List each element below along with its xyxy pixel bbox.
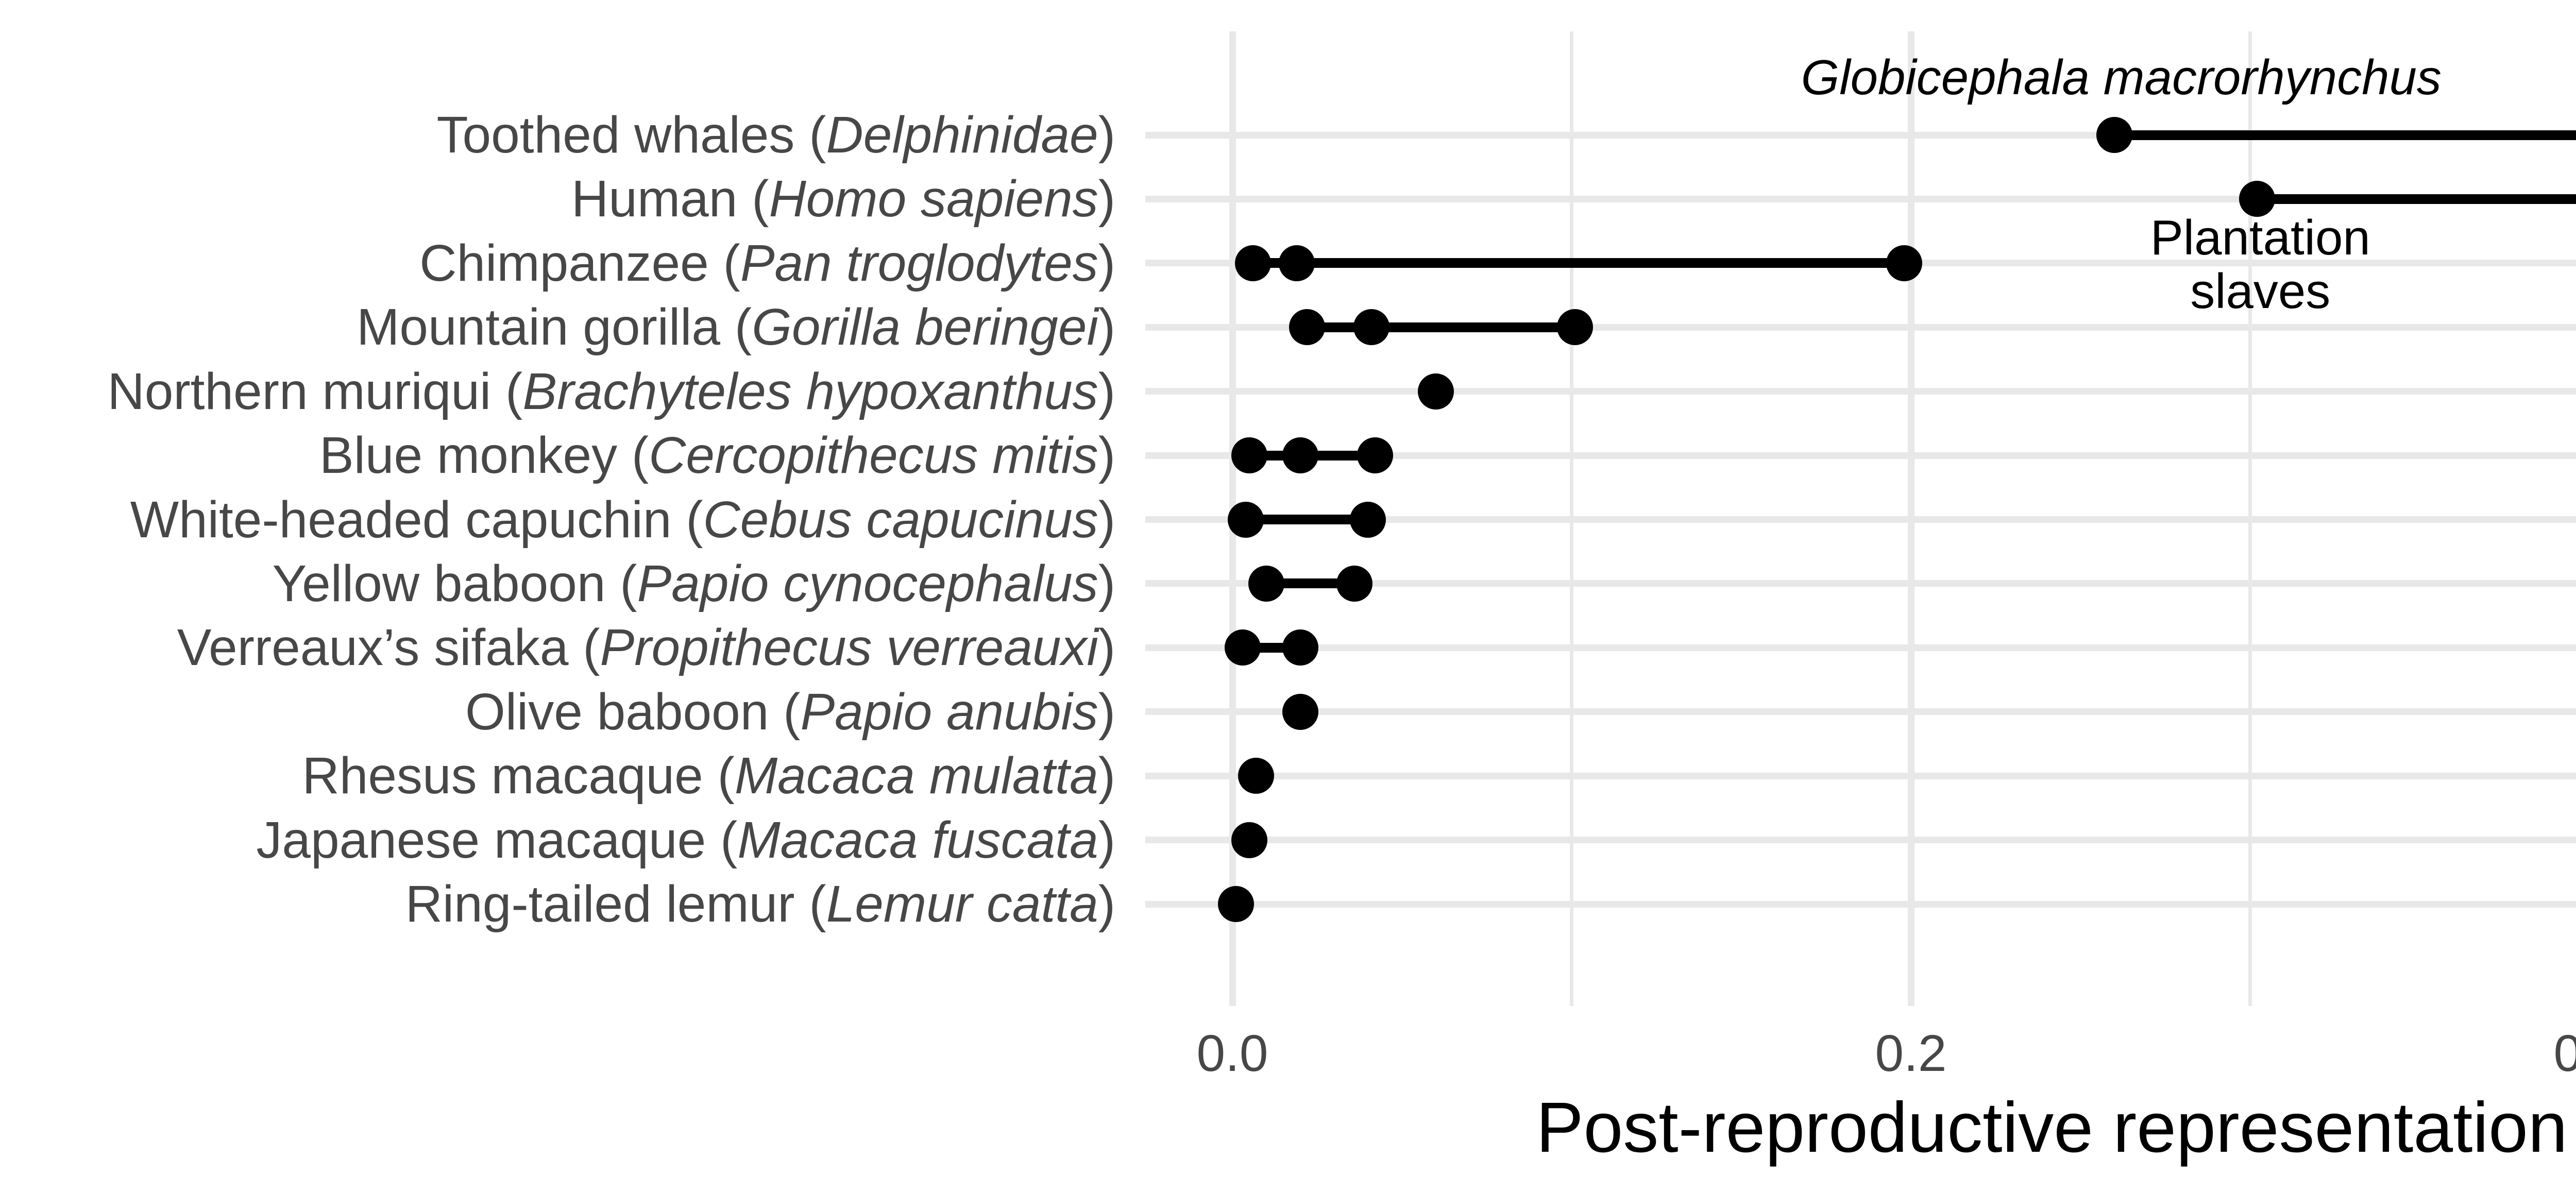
data-point [1231,822,1267,858]
common-name: Rhesus macaque [302,747,703,805]
population-annotation-line: slaves [2190,264,2331,319]
common-name: Yellow baboon [272,554,606,612]
x-axis-tick-label: 0.0 [1196,1025,1268,1082]
data-point [1336,565,1373,602]
dumbbell-segment [1252,258,1904,268]
common-name: Blue monkey [319,427,618,485]
population-annotation-line: Plantation [2150,210,2370,265]
common-name: Verreaux’s sifaka [177,619,569,677]
data-point [2096,117,2133,153]
scientific-name: Gorilla beringei [752,298,1098,356]
data-point [1353,309,1389,346]
data-point [1350,501,1386,538]
y-axis-label: Rhesus macaque (Macaca mulatta) [302,747,1116,805]
y-axis-label: Yellow baboon (Papio cynocephalus) [272,554,1115,612]
data-point [1289,309,1325,346]
species-annotation: Orcinus orca [2551,49,2576,106]
population-annotation: Plantation slaves [1951,211,2569,318]
x-axis-tick-label: 0.4 [2553,1025,2576,1082]
common-name: Mountain gorilla [357,298,721,356]
y-axis-label: Olive baboon (Papio anubis) [465,683,1115,741]
scientific-name: Papio anubis [800,683,1098,741]
data-point [1282,437,1318,474]
scientific-name: Macaca fuscata [737,811,1098,869]
y-major-gridline [1145,772,2576,779]
y-axis-label: Mountain gorilla (Gorilla beringei) [357,298,1115,356]
data-point [1418,373,1454,410]
y-axis-label: Japanese macaque (Macaca fuscata) [256,811,1115,869]
y-major-gridline [1145,580,2576,587]
species-annotation: Globicephala macrorhynchus [1801,50,2442,105]
y-major-gridline [1145,516,2576,523]
common-name: Human [571,170,738,228]
y-major-gridline [1145,837,2576,844]
y-major-gridline [1145,644,2576,651]
x-axis-title: Post-reproductive representation (PrR) [1536,1088,2576,1167]
common-name: Toothed whales [436,106,795,164]
scientific-name: Homo sapiens [769,170,1098,228]
scientific-name: Delphinidae [826,106,1098,164]
x-minor-gridline [2248,31,2252,1006]
y-axis-label: Northern muriqui (Brachyteles hypoxanthu… [107,362,1115,420]
dumbbell-segment [1266,578,1355,589]
scientific-name: Papio cynocephalus [637,554,1098,612]
dumbbell-segment [1246,515,1368,525]
data-point [1557,309,1594,346]
y-axis-label: White-headed capuchin (Cebus capucinus) [130,490,1115,549]
y-major-gridline [1145,388,2576,395]
common-name: Ring-tailed lemur [405,875,795,933]
common-name: Olive baboon [465,683,769,741]
scientific-name: Cebus capucinus [703,490,1098,549]
y-axis-label: Blue monkey (Cercopithecus mitis) [319,427,1115,485]
data-point [1282,629,1318,666]
scientific-name: Pan troglodytes [740,234,1098,292]
data-point [1357,437,1393,474]
dumbbell-segment [2257,194,2576,204]
common-name: Northern muriqui [107,362,492,420]
data-point [2239,181,2275,217]
common-name: Japanese macaque [256,811,706,869]
scientific-name: Propithecus verreauxi [600,619,1098,677]
dumbbell-segment [2114,130,2576,140]
data-point [1279,245,1315,281]
scientific-name: Cercopithecus mitis [649,427,1098,485]
data-point [1231,437,1267,474]
data-point [1217,886,1254,923]
data-point [1248,565,1284,602]
y-major-gridline [1145,708,2576,715]
y-major-gridline [1145,452,2576,459]
population-annotation-line: gatherers [2402,265,2576,318]
data-point [1282,693,1318,730]
data-point [1228,501,1264,538]
y-axis-label: Chimpanzee (Pan troglodytes) [419,234,1115,292]
y-major-gridline [1145,900,2576,908]
common-name: Chimpanzee [419,234,709,292]
scientific-name: Lemur catta [826,875,1098,933]
population-annotation: Huntergatherers [2402,211,2576,318]
common-name: White-headed capuchin [130,490,672,549]
scientific-name: Macaca mulatta [734,747,1098,805]
y-axis-label: Verreaux’s sifaka (Propithecus verreauxi… [177,619,1115,677]
x-axis-tick-label: 0.2 [1875,1025,1947,1082]
y-major-gridline [1145,195,2576,202]
data-point [1886,245,1922,281]
y-axis-label: Toothed whales (Delphinidae) [436,106,1115,164]
data-point [1238,758,1275,794]
data-point [1224,629,1261,666]
scientific-name: Brachyteles hypoxanthus [522,362,1098,420]
y-axis-label: Ring-tailed lemur (Lemur catta) [405,875,1115,933]
population-annotation-line: Hunter [2402,211,2576,265]
x-minor-gridline [1570,31,1573,1006]
data-point [1234,245,1271,281]
y-axis-label: Human (Homo sapiens) [571,170,1115,228]
